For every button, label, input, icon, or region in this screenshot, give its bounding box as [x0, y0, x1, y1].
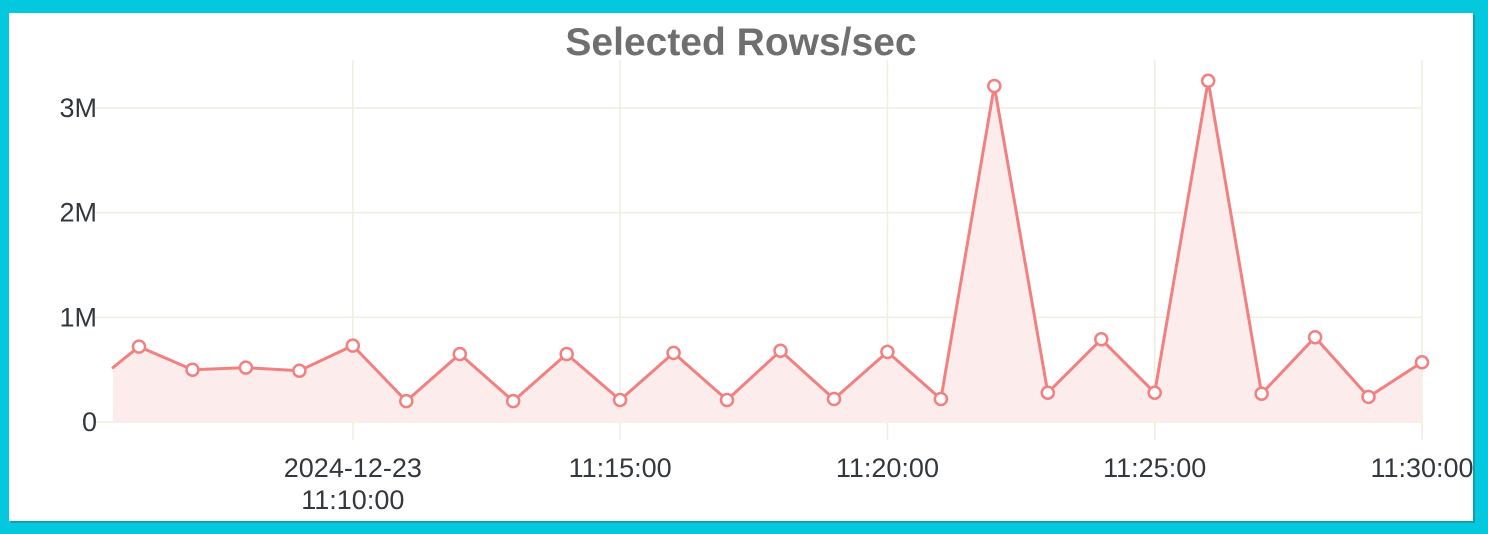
data-point-marker[interactable] — [719, 392, 735, 408]
data-point-marker[interactable] — [452, 346, 468, 362]
chart-panel: 0 1M 2M 3M 2024-12-23 11:10:00 11:15:00 11:20:0… — [9, 13, 1474, 521]
data-point-marker[interactable] — [773, 343, 788, 359]
data-point-marker[interactable] — [1147, 385, 1162, 400]
data-point-marker[interactable] — [1200, 73, 1216, 89]
data-point-marker[interactable] — [612, 392, 628, 408]
chart-title: Selected Rows/sec — [565, 21, 917, 64]
data-point-marker[interactable] — [1414, 355, 1430, 370]
data-point-marker[interactable] — [987, 78, 1002, 94]
x-tick-label: 2024-12-23 — [284, 453, 422, 483]
x-tick-label: 11:30:00 — [1370, 453, 1473, 483]
data-point-marker[interactable] — [1361, 389, 1376, 405]
y-tick-label: 0 — [82, 407, 97, 437]
data-point-marker[interactable] — [826, 391, 842, 407]
data-point-marker[interactable] — [880, 344, 895, 360]
x-tick-label: 11:20:00 — [836, 453, 939, 483]
data-point-marker[interactable] — [1307, 329, 1323, 345]
data-point-marker[interactable] — [1094, 332, 1109, 347]
data-point-marker[interactable] — [666, 345, 681, 361]
y-tick-label: 1M — [59, 302, 97, 332]
data-point-marker[interactable] — [933, 391, 949, 407]
data-point-marker[interactable] — [131, 339, 147, 354]
data-point-marker[interactable] — [238, 360, 254, 375]
y-tick-label: 3M — [59, 93, 97, 123]
data-point-marker[interactable] — [1254, 386, 1269, 401]
series-line — [111, 79, 1424, 403]
data-point-marker[interactable] — [505, 393, 521, 409]
data-point-marker[interactable] — [559, 346, 574, 362]
data-point-marker[interactable] — [1040, 385, 1056, 400]
data-point-marker[interactable] — [292, 363, 307, 378]
data-point-marker[interactable] — [185, 362, 200, 377]
x-tick-label: 11:15:00 — [569, 453, 672, 483]
x-tick-label: 11:10:00 — [301, 485, 404, 515]
series-area — [113, 80, 1422, 423]
y-tick-label: 2M — [59, 198, 97, 228]
data-point-marker[interactable] — [345, 338, 361, 353]
x-tick-label: 11:25:00 — [1103, 453, 1206, 483]
data-point-marker[interactable] — [399, 393, 414, 409]
